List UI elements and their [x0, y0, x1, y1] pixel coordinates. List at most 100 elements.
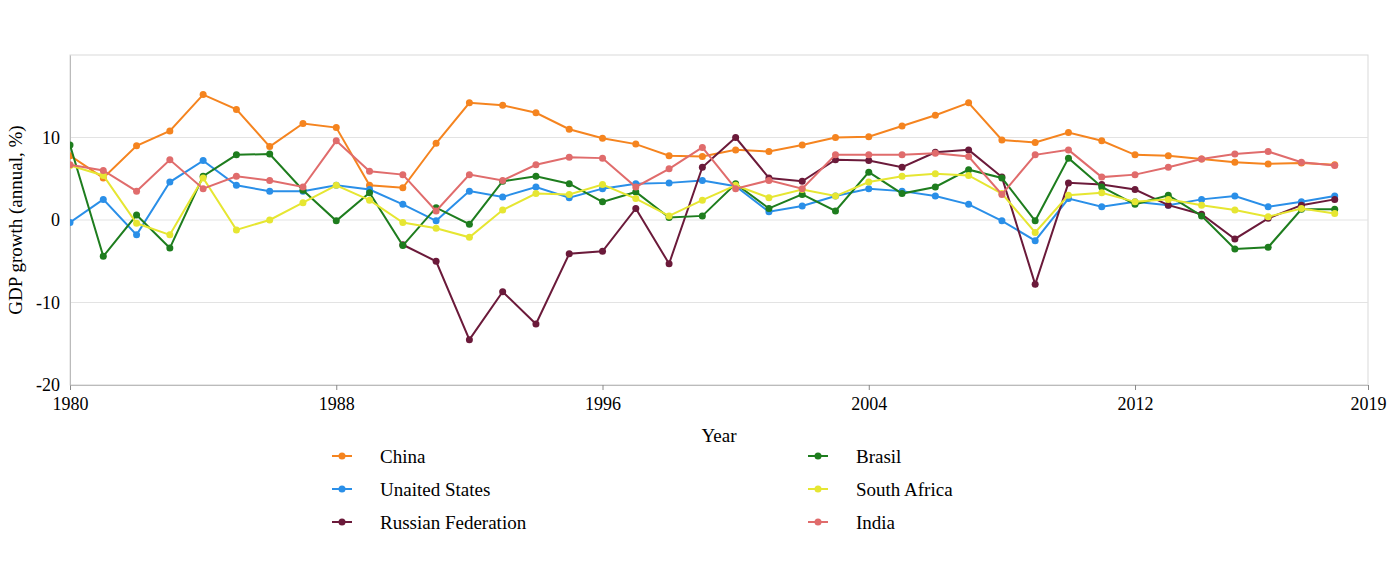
series-point	[200, 185, 207, 192]
y-tick: -20	[36, 375, 70, 395]
series-point	[166, 179, 173, 186]
series-point	[399, 201, 406, 208]
series-point	[632, 184, 639, 191]
series-point	[1032, 229, 1039, 236]
series-point	[499, 193, 506, 200]
y-tick: 0	[51, 210, 70, 230]
series-point	[1298, 159, 1305, 166]
x-tick: 2019	[1351, 385, 1387, 414]
series-point	[1198, 155, 1205, 162]
series-point	[932, 150, 939, 157]
legend-label: China	[380, 446, 426, 467]
series-point	[699, 197, 706, 204]
grid-line	[70, 302, 1368, 303]
series-point	[566, 191, 573, 198]
series-point	[233, 173, 240, 180]
series-point	[299, 184, 306, 191]
series-point	[632, 141, 639, 148]
series-point	[70, 141, 74, 148]
series-point	[466, 234, 473, 241]
legend-item: India	[808, 512, 896, 533]
series-point	[366, 189, 373, 196]
series-point	[765, 205, 772, 212]
series-point	[998, 191, 1005, 198]
series-point	[899, 164, 906, 171]
series-point	[965, 201, 972, 208]
y-tick-label: 10	[42, 128, 60, 148]
legend-item: China	[332, 446, 426, 467]
series-point	[1331, 161, 1338, 168]
series-point	[466, 336, 473, 343]
series-point	[932, 149, 939, 156]
series-point	[1231, 193, 1238, 200]
series-point	[70, 162, 74, 169]
series-point	[566, 126, 573, 133]
series-point	[299, 120, 306, 127]
series-point	[1132, 171, 1139, 178]
series-point	[699, 153, 706, 160]
series-point	[266, 188, 273, 195]
x-tick-mark	[336, 385, 337, 390]
legend-marker	[815, 486, 822, 493]
y-tick: 10	[42, 128, 70, 148]
y-tick: -10	[36, 293, 70, 313]
y-tick-label: -20	[36, 375, 60, 395]
series-point	[333, 137, 340, 144]
series-point	[599, 155, 606, 162]
series-point	[466, 171, 473, 178]
series-point	[466, 188, 473, 195]
series-point	[1032, 281, 1039, 288]
series-line	[70, 95, 1335, 188]
series-point	[1198, 202, 1205, 209]
series-point	[1032, 139, 1039, 146]
series-point	[832, 193, 839, 200]
series-point	[865, 133, 872, 140]
series-point	[1065, 155, 1072, 162]
series-point	[1165, 164, 1172, 171]
series-point	[965, 146, 972, 153]
series-point	[399, 219, 406, 226]
series-point	[399, 171, 406, 178]
series-point	[666, 179, 673, 186]
series-point	[832, 134, 839, 141]
series-point	[100, 167, 107, 174]
series-point	[233, 151, 240, 158]
series-point	[932, 184, 939, 191]
legend-marker	[339, 519, 346, 526]
series-point	[200, 91, 207, 98]
series-point	[1098, 174, 1105, 181]
legend-item: Brasil	[808, 446, 901, 467]
series-point	[1231, 235, 1238, 242]
series-line	[70, 141, 1335, 211]
series-point	[1331, 196, 1338, 203]
x-tick-mark	[869, 385, 870, 390]
series-point	[1265, 213, 1272, 220]
series-point	[899, 190, 906, 197]
x-tick: 1988	[319, 385, 355, 414]
series-point	[133, 231, 140, 238]
series-point	[765, 148, 772, 155]
series-point	[1032, 151, 1039, 158]
series-point	[699, 144, 706, 151]
series-point	[433, 207, 440, 214]
x-axis: 198019881996200420122019	[53, 385, 1387, 414]
x-tick-mark	[603, 385, 604, 390]
series-point	[333, 182, 340, 189]
series-point	[832, 207, 839, 214]
series-point	[266, 151, 273, 158]
series-line	[70, 166, 1335, 238]
series-point	[333, 182, 340, 189]
series-point	[466, 99, 473, 106]
series-point	[799, 186, 806, 193]
series-point	[732, 185, 739, 192]
series-point	[1298, 206, 1305, 213]
plot-area	[70, 91, 1338, 343]
series-point	[1231, 159, 1238, 166]
series-point	[499, 102, 506, 109]
series-point	[100, 196, 107, 203]
legend-label: South Africa	[856, 479, 953, 500]
series-point	[532, 320, 539, 327]
series-point	[1298, 205, 1305, 212]
series-point	[832, 151, 839, 158]
series-point	[699, 177, 706, 184]
